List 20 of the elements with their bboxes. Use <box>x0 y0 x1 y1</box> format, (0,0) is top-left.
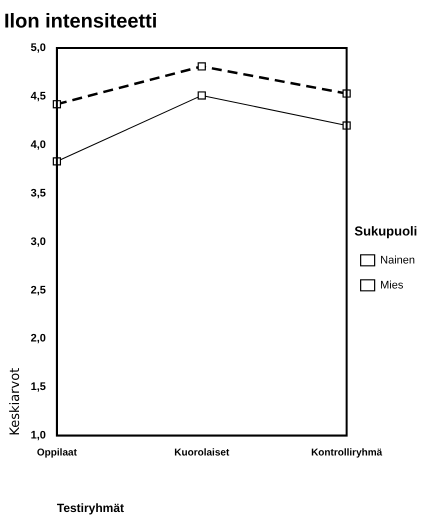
y-tick-label: 5,0 <box>30 42 46 54</box>
y-tick-label: 2,5 <box>30 284 46 296</box>
x-axis-title: Testiryhmät <box>56 501 124 516</box>
y-tick-label: 1,0 <box>30 430 46 442</box>
chart-title: Ilon intensiteetti <box>4 10 158 33</box>
x-tick-label: Kontrolliryhmä <box>311 447 383 458</box>
point <box>198 62 206 71</box>
point <box>198 91 206 100</box>
y-tick-label: 4,5 <box>30 90 46 102</box>
x-tick-label: Kuorolaiset <box>174 447 230 458</box>
legend-label: Mies <box>380 279 404 292</box>
y-tick-label: 3,0 <box>30 236 46 248</box>
y-tick-label: 2,0 <box>30 332 46 345</box>
legend-title: Sukupuoli <box>354 223 418 238</box>
y-tick-label: 1,5 <box>30 381 46 394</box>
legend-label: Nainen <box>380 254 415 266</box>
y-axis-title: Keskiarvot <box>8 368 24 436</box>
y-tick-label: 3,5 <box>30 187 46 200</box>
x-tick-label: Oppilaat <box>36 447 78 458</box>
y-tick-label: 4,0 <box>30 138 46 151</box>
